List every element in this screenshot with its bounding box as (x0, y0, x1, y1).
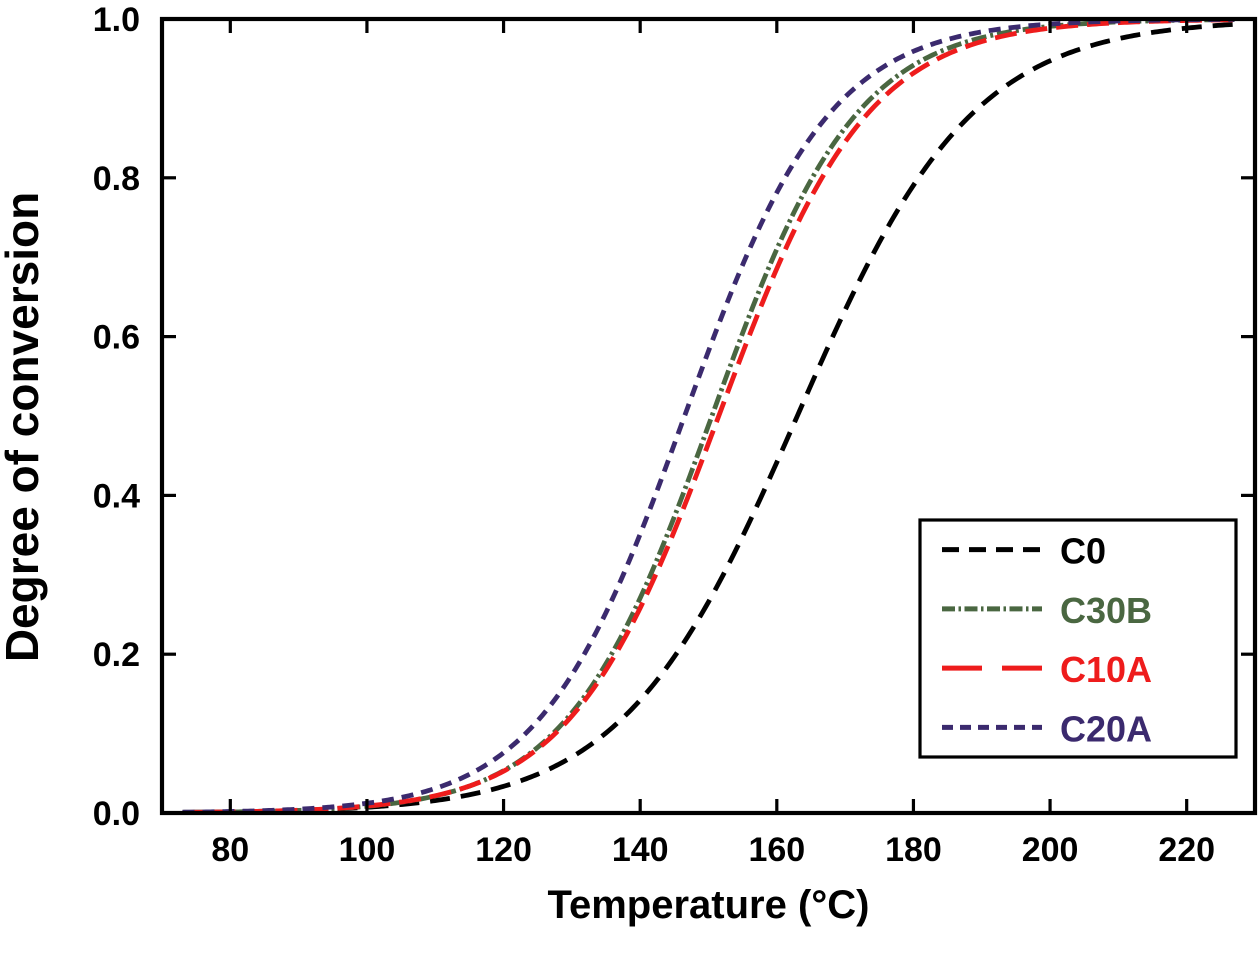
svg-text:140: 140 (612, 831, 669, 869)
svg-text:180: 180 (885, 831, 942, 869)
svg-text:Degree of conversion: Degree of conversion (0, 192, 48, 662)
svg-text:200: 200 (1022, 831, 1079, 869)
svg-text:C0: C0 (1060, 531, 1106, 572)
svg-text:C30B: C30B (1060, 590, 1152, 631)
svg-text:0.8: 0.8 (93, 160, 140, 198)
svg-text:100: 100 (339, 831, 396, 869)
svg-text:160: 160 (748, 831, 805, 869)
svg-text:0.4: 0.4 (93, 477, 140, 515)
svg-text:1.0: 1.0 (93, 1, 140, 39)
svg-text:C10A: C10A (1060, 649, 1152, 690)
svg-text:80: 80 (211, 831, 249, 869)
svg-text:0.6: 0.6 (93, 319, 140, 357)
svg-text:Temperature (°C): Temperature (°C) (548, 883, 870, 927)
svg-text:0.2: 0.2 (93, 636, 140, 674)
svg-text:220: 220 (1158, 831, 1215, 869)
svg-text:0.0: 0.0 (93, 795, 140, 833)
svg-text:C20A: C20A (1060, 708, 1152, 749)
svg-text:120: 120 (475, 831, 532, 869)
